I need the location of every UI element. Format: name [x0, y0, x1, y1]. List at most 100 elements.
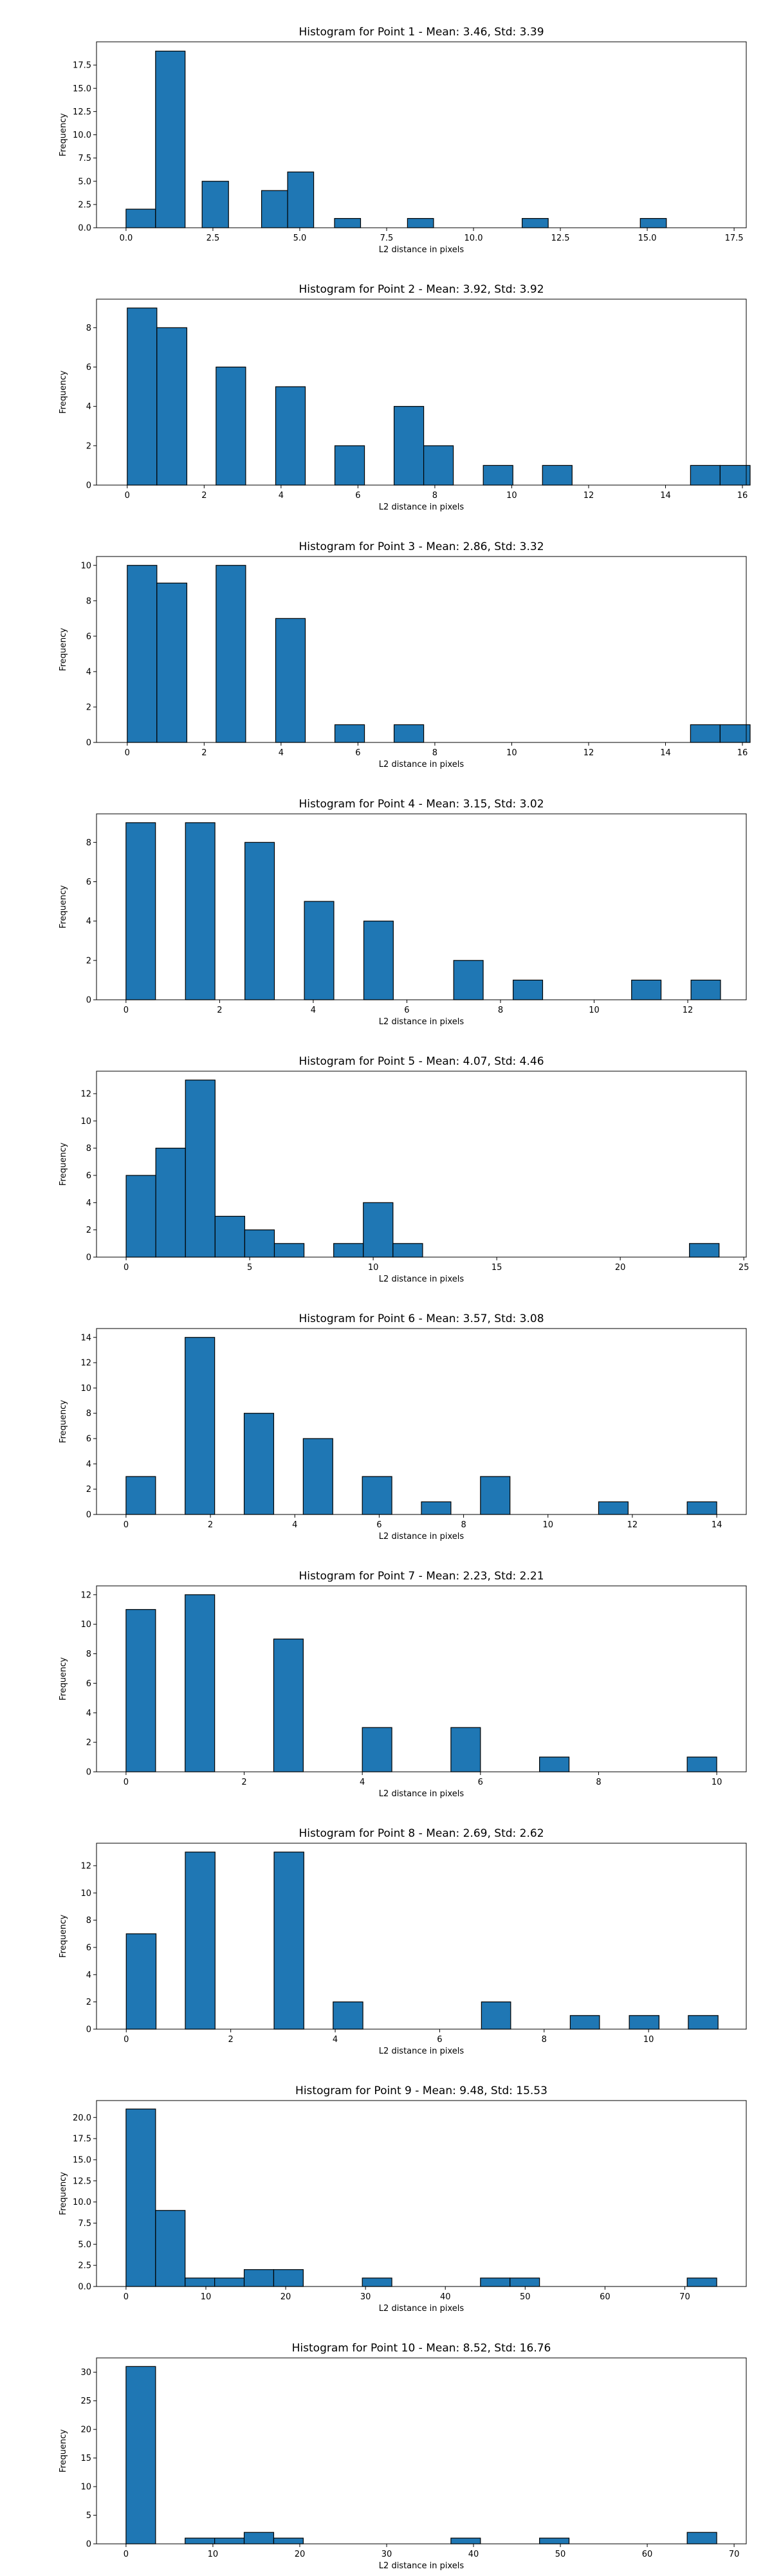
histogram-bar	[688, 2015, 719, 2030]
x-tick-label: 2	[201, 491, 207, 501]
x-tick-label: 60	[642, 2550, 653, 2559]
histogram-panel: Histogram for Point 9 - Mean: 9.48, Std:…	[59, 2084, 747, 2314]
histogram-bar	[690, 724, 721, 743]
histogram-bar	[214, 2537, 245, 2544]
x-axis-label: L2 distance in pixels	[379, 245, 464, 255]
x-axis-label: L2 distance in pixels	[379, 2304, 464, 2314]
y-tick-label: 6	[86, 1943, 91, 1953]
y-tick-label: 8	[86, 1409, 91, 1419]
y-tick-label: 12	[80, 1359, 91, 1368]
y-tick-label: 12.5	[73, 107, 91, 117]
histogram-bar	[214, 1215, 246, 1258]
histogram-bar	[185, 822, 216, 1000]
x-tick-label: 12	[584, 491, 594, 501]
histogram-bar	[690, 979, 721, 1000]
x-tick-label: 14	[660, 748, 671, 758]
y-tick-label: 8	[86, 324, 91, 333]
y-tick-label: 10	[80, 1117, 91, 1127]
histogram-bar	[185, 2537, 216, 2544]
x-tick-label: 8	[432, 491, 437, 501]
x-tick-label: 12	[584, 748, 594, 758]
histogram-bar	[362, 1476, 392, 1515]
x-tick-label: 60	[600, 2292, 611, 2302]
histogram-bar	[125, 208, 156, 228]
histogram-bar	[261, 190, 288, 228]
x-tick-label: 15	[492, 1263, 502, 1273]
x-axis-label: L2 distance in pixels	[379, 502, 464, 512]
y-tick-label: 6	[86, 363, 91, 373]
histogram-bar	[185, 1852, 216, 2030]
chart-title: Histogram for Point 8 - Mean: 2.69, Std:…	[299, 1827, 544, 1840]
histogram-panel: Histogram for Point 5 - Mean: 4.07, Std:…	[59, 1055, 749, 1284]
histogram-bar	[273, 1638, 304, 1772]
y-tick-label: 0	[86, 481, 91, 491]
histogram-bar	[421, 1501, 452, 1515]
y-tick-label: 6	[86, 878, 91, 887]
histogram-bar	[333, 1243, 364, 1258]
x-axis-label: L2 distance in pixels	[379, 760, 464, 769]
x-tick-label: 6	[376, 1520, 381, 1530]
histogram-bar	[156, 327, 188, 486]
histogram-bar	[598, 1501, 629, 1515]
y-tick-label: 10	[80, 1889, 91, 1899]
histogram-bar	[539, 1756, 570, 1772]
histogram-bar	[513, 979, 544, 1000]
y-axis-label: Frequency	[59, 885, 68, 928]
histogram-bar	[363, 1202, 394, 1258]
histogram-bar	[539, 2537, 570, 2544]
y-tick-label: 2	[86, 956, 91, 966]
y-tick-label: 15.0	[73, 2155, 91, 2165]
y-tick-label: 8	[86, 1916, 91, 1926]
x-tick-label: 10	[208, 2550, 219, 2559]
histogram-panel: Histogram for Point 4 - Mean: 3.15, Std:…	[59, 798, 747, 1027]
histogram-bar	[689, 1243, 720, 1258]
y-tick-label: 17.5	[73, 2135, 91, 2144]
y-tick-label: 4	[86, 1971, 91, 1980]
chart-title: Histogram for Point 3 - Mean: 2.86, Std:…	[299, 540, 544, 553]
y-tick-label: 2.5	[78, 2261, 91, 2271]
axes-frame	[96, 813, 747, 1000]
histogram-bar	[334, 217, 362, 228]
y-axis-label: Frequency	[59, 2172, 68, 2215]
histogram-bar	[690, 465, 721, 486]
y-axis-label: Frequency	[59, 1400, 68, 1443]
histogram-bar	[155, 2210, 186, 2287]
y-tick-label: 2	[86, 1998, 91, 2007]
x-axis-label: L2 distance in pixels	[379, 1274, 464, 1284]
x-tick-label: 2	[217, 1006, 222, 1015]
y-tick-label: 8	[86, 596, 91, 606]
chart-title: Histogram for Point 1 - Mean: 3.46, Std:…	[299, 26, 544, 39]
x-tick-label: 17.5	[725, 234, 744, 243]
x-tick-label: 25	[739, 1263, 749, 1273]
histogram-bar	[393, 724, 425, 743]
histogram-bar	[243, 2532, 275, 2544]
y-tick-label: 4	[86, 1199, 91, 1208]
histogram-panel: Histogram for Point 10 - Mean: 8.52, Std…	[59, 2342, 747, 2571]
x-tick-label: 0	[124, 1006, 129, 1015]
x-tick-label: 4	[333, 2035, 338, 2045]
x-tick-label: 15.0	[638, 234, 657, 243]
histogram-bar	[302, 1438, 333, 1515]
axes-frame	[96, 556, 747, 743]
histogram-bar	[275, 618, 306, 743]
histogram-bar	[542, 465, 573, 486]
x-tick-label: 16	[737, 748, 748, 758]
x-axis-label: L2 distance in pixels	[379, 1017, 464, 1027]
histogram-bar	[639, 217, 667, 228]
histogram-bar	[363, 921, 394, 1000]
y-tick-label: 0	[86, 1768, 91, 1778]
histogram-bar	[185, 1337, 216, 1515]
y-tick-label: 2	[86, 703, 91, 712]
y-tick-label: 10.0	[73, 131, 91, 140]
y-tick-label: 0.0	[78, 2283, 91, 2292]
x-tick-label: 14	[660, 491, 671, 501]
x-tick-label: 0	[125, 491, 130, 501]
y-tick-label: 4	[86, 1709, 91, 1718]
histogram-bar	[273, 1852, 304, 2030]
y-tick-label: 2	[86, 441, 91, 451]
histogram-bar	[334, 724, 365, 743]
x-tick-label: 0	[124, 2035, 129, 2045]
chart-title: Histogram for Point 9 - Mean: 9.48, Std:…	[295, 2084, 547, 2097]
histogram-bar	[155, 1148, 186, 1258]
histogram-bar	[482, 465, 513, 486]
